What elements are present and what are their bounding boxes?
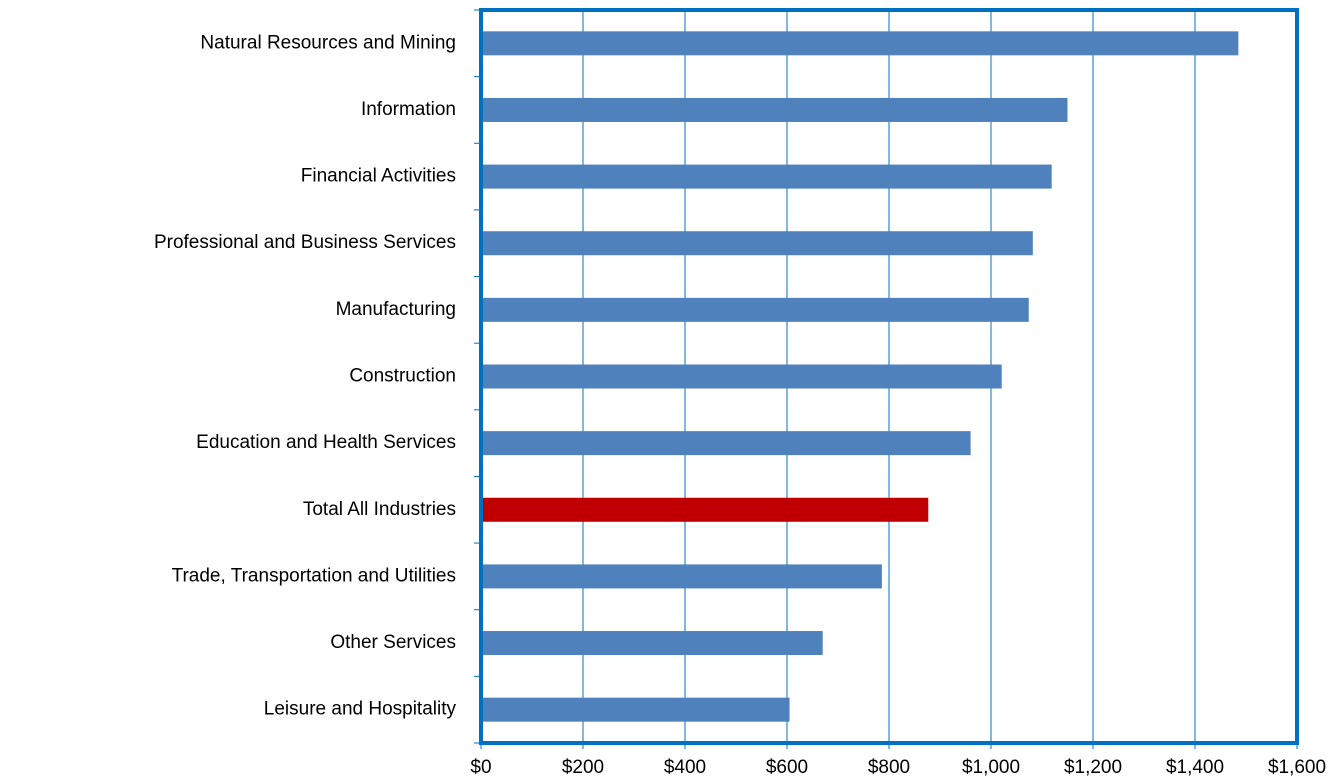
plot-frame bbox=[479, 8, 1299, 745]
bar bbox=[481, 431, 971, 456]
x-tick-label: $800 bbox=[868, 757, 910, 778]
x-tick-label: $1,600 bbox=[1268, 757, 1326, 778]
bar bbox=[481, 631, 823, 656]
y-tick-label: Professional and Business Services bbox=[154, 232, 456, 253]
bar bbox=[481, 97, 1068, 122]
bar bbox=[481, 364, 1002, 389]
bar bbox=[481, 697, 790, 722]
x-tick-label: $1,000 bbox=[962, 757, 1020, 778]
bar bbox=[481, 564, 882, 589]
y-tick-label: Trade, Transportation and Utilities bbox=[172, 565, 456, 586]
y-tick-label: Natural Resources and Mining bbox=[200, 32, 456, 53]
x-tick-label: $1,200 bbox=[1064, 757, 1122, 778]
x-tick-label: $200 bbox=[562, 757, 604, 778]
x-tick-label: $0 bbox=[470, 757, 491, 778]
bar bbox=[481, 164, 1052, 189]
y-tick-label: Leisure and Hospitality bbox=[264, 699, 457, 720]
y-tick-label: Other Services bbox=[330, 632, 456, 653]
y-tick-label: Information bbox=[361, 99, 456, 120]
x-tick-label: $600 bbox=[766, 757, 808, 778]
y-tick-label: Total All Industries bbox=[303, 499, 456, 520]
x-tick-label: $400 bbox=[664, 757, 706, 778]
bar bbox=[481, 497, 929, 522]
y-tick-label: Manufacturing bbox=[336, 299, 456, 320]
bar bbox=[481, 231, 1033, 256]
bar bbox=[481, 31, 1239, 56]
x-tick-label: $1,400 bbox=[1166, 757, 1224, 778]
y-tick-label: Financial Activities bbox=[301, 166, 456, 187]
y-tick-label: Education and Health Services bbox=[196, 432, 456, 453]
bar bbox=[481, 297, 1029, 322]
y-tick-label: Construction bbox=[349, 366, 456, 387]
